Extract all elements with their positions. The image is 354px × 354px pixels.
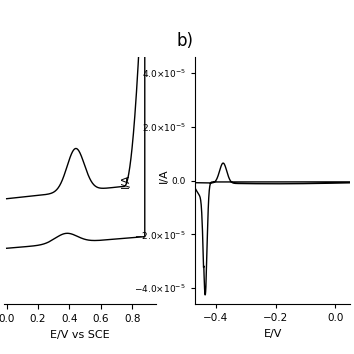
X-axis label: E/V vs SCE: E/V vs SCE <box>50 330 109 340</box>
X-axis label: E/V: E/V <box>263 329 282 339</box>
Text: I/A: I/A <box>159 168 169 183</box>
Y-axis label: I/A: I/A <box>121 173 131 188</box>
Text: b): b) <box>177 32 194 50</box>
